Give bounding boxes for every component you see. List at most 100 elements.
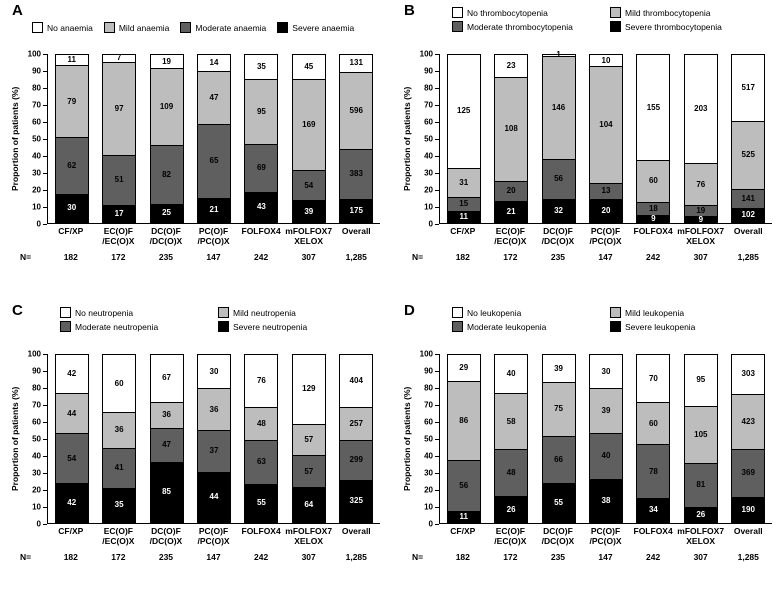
bar-value-label: 175 [349, 205, 363, 215]
legend: No thrombocytopenia Mild thrombocytopenia… [402, 4, 722, 32]
n-value: 242 [254, 252, 269, 263]
legend-item: Mild anaemia [103, 22, 169, 33]
y-tick-label: 40 [424, 151, 433, 161]
bar-slot: 7 97 51 17 [95, 54, 142, 223]
legend-swatch-icon [218, 307, 229, 318]
bar-segment: 141 [732, 188, 765, 208]
bar-segment: 26 [684, 507, 717, 522]
legend-item: Moderate neutropenia [60, 321, 218, 332]
bar-value-label: 79 [67, 96, 77, 106]
legend-label: No anaemia [47, 22, 93, 33]
x-category-label: PC(O)F/PC(O)X [197, 226, 230, 247]
y-tick-label: 30 [32, 468, 41, 478]
y-tick-mark [43, 354, 47, 355]
bar-value-label: 35 [114, 500, 124, 510]
legend-swatch-icon [180, 22, 192, 33]
legend-swatch-icon [60, 307, 71, 318]
y-tick-mark [435, 54, 439, 55]
bar-value-label: 45 [304, 62, 314, 72]
bar-segment: 383 [340, 148, 373, 199]
y-axis: 0 10 20 30 40 50 60 70 80 90 100 [24, 50, 47, 229]
bar-value-label: 18 [648, 203, 658, 213]
bar-segment: 129 [292, 355, 325, 424]
bar-segment: 97 [103, 61, 136, 156]
legend-swatch-icon [60, 321, 71, 332]
legend-swatch-icon [610, 21, 621, 32]
legend-item: Moderate anaemia [180, 22, 266, 33]
x-category-label: Overall [733, 526, 763, 536]
bar-value-label: 54 [67, 453, 77, 463]
y-tick-label: 50 [32, 434, 41, 444]
y-tick-mark [43, 88, 47, 89]
y-tick-mark [435, 88, 439, 89]
bar-segment: 35 [103, 487, 136, 522]
bar-segment: 69 [245, 144, 278, 192]
bar-value-label: 60 [648, 176, 658, 186]
bar-segment: 75 [542, 382, 575, 436]
y-tick-label: 70 [32, 100, 41, 110]
legend: No neutropenia Mild neutropenia Moderate n… [10, 304, 307, 332]
bar-segment: 81 [684, 462, 717, 508]
n-row: N= 182 172 235 147 242 307 1,285 [412, 552, 772, 563]
y-axis-label-box: Proportion of patients (%) [10, 354, 24, 524]
bar-value-label: 40 [601, 451, 611, 461]
bar-segment: 31 [447, 167, 480, 197]
y-tick-label: 20 [32, 185, 41, 195]
x-axis-labels: CF/XP EC(O)F/EC(O)X DC(O)F/DC(O)X PC(O)F/PC… [439, 226, 772, 246]
legend-item: No neutropenia [60, 307, 218, 318]
y-tick-label: 90 [32, 66, 41, 76]
y-tick-mark [43, 122, 47, 123]
bar-segment: 48 [495, 449, 528, 497]
bar-value-label: 257 [349, 418, 363, 428]
bar-value-label: 37 [209, 446, 219, 456]
bar-slot: 70 60 78 34 [630, 354, 677, 523]
bar-segment: 55 [245, 483, 278, 522]
x-axis-labels: CF/XP EC(O)F/EC(O)X DC(O)F/DC(O)X PC(O)F/PC… [47, 526, 380, 546]
stacked-bar: 40 58 48 26 [494, 354, 529, 523]
bar-segment: 43 [245, 191, 278, 222]
y-tick-label: 90 [32, 366, 41, 376]
bar-value-label: 67 [162, 373, 171, 383]
legend-item: Mild neutropenia [218, 307, 307, 318]
bar-slot: 40 58 48 26 [487, 354, 534, 523]
bar-value-label: 108 [504, 124, 518, 134]
stacked-bar: 39 75 66 55 [541, 354, 576, 523]
bar-segment: 325 [340, 479, 373, 522]
n-value: 235 [158, 252, 174, 263]
y-tick-label: 80 [424, 383, 433, 393]
legend-label: Mild thrombocytopenia [625, 7, 711, 18]
legend-label: Moderate thrombocytopenia [467, 21, 573, 32]
x-category-label: CF/XP [450, 226, 476, 236]
bar-value-label: 32 [554, 205, 563, 215]
bar-value-label: 82 [162, 169, 171, 179]
x-category-label: FOLFOX4 [633, 226, 673, 236]
stacked-bar: 155 60 18 9 [636, 54, 671, 223]
stacked-bar: 203 76 19 9 [683, 54, 718, 223]
bar-value-label: 203 [694, 104, 708, 114]
bar-segment: 56 [542, 158, 575, 199]
bar-value-label: 125 [457, 106, 471, 116]
bar-value-label: 14 [209, 57, 219, 67]
legend-label: Severe anaemia [292, 22, 355, 33]
bar-segment: 303 [732, 355, 765, 394]
bar-segment: 79 [55, 64, 88, 138]
n-value: 242 [646, 552, 661, 563]
legend-swatch-icon [452, 7, 463, 18]
bar-value-label: 63 [256, 457, 266, 467]
y-tick-mark [435, 122, 439, 123]
bar-segment: 63 [245, 440, 278, 484]
n-value: 182 [63, 252, 78, 263]
y-tick-mark [43, 405, 47, 406]
bar-value-label: 60 [114, 378, 124, 388]
x-category-label: PC(O)F/PC(O)X [589, 226, 622, 247]
bar-value-label: 42 [67, 368, 77, 378]
x-category-label: PC(O)F/PC(O)X [197, 526, 230, 547]
bar-value-label: 109 [159, 102, 174, 112]
n-value: 182 [63, 552, 78, 563]
stacked-bar: 125 31 15 11 [446, 54, 481, 223]
bar-slot: 45 169 54 39 [285, 54, 332, 223]
n-value: 147 [598, 252, 613, 263]
bar-segment: 56 [447, 459, 480, 512]
y-tick-mark [435, 405, 439, 406]
bar-value-label: 155 [646, 102, 661, 112]
